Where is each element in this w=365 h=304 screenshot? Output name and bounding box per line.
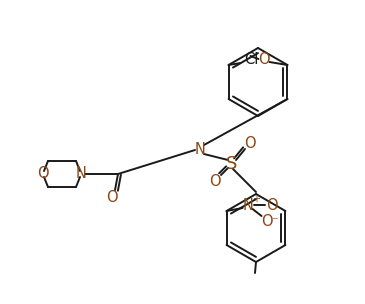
Text: O: O [266, 198, 277, 212]
Text: +: + [251, 194, 260, 204]
Text: N: N [76, 167, 87, 181]
Text: Cl: Cl [245, 53, 259, 67]
Text: ⁻: ⁻ [271, 216, 278, 229]
Text: O: O [37, 167, 49, 181]
Text: O: O [244, 136, 256, 151]
Text: O: O [261, 215, 272, 230]
Text: N: N [243, 198, 254, 212]
Text: O: O [209, 174, 221, 189]
Text: O: O [258, 53, 269, 67]
Text: O: O [106, 191, 118, 206]
Text: S: S [226, 155, 238, 173]
Text: N: N [195, 143, 205, 157]
